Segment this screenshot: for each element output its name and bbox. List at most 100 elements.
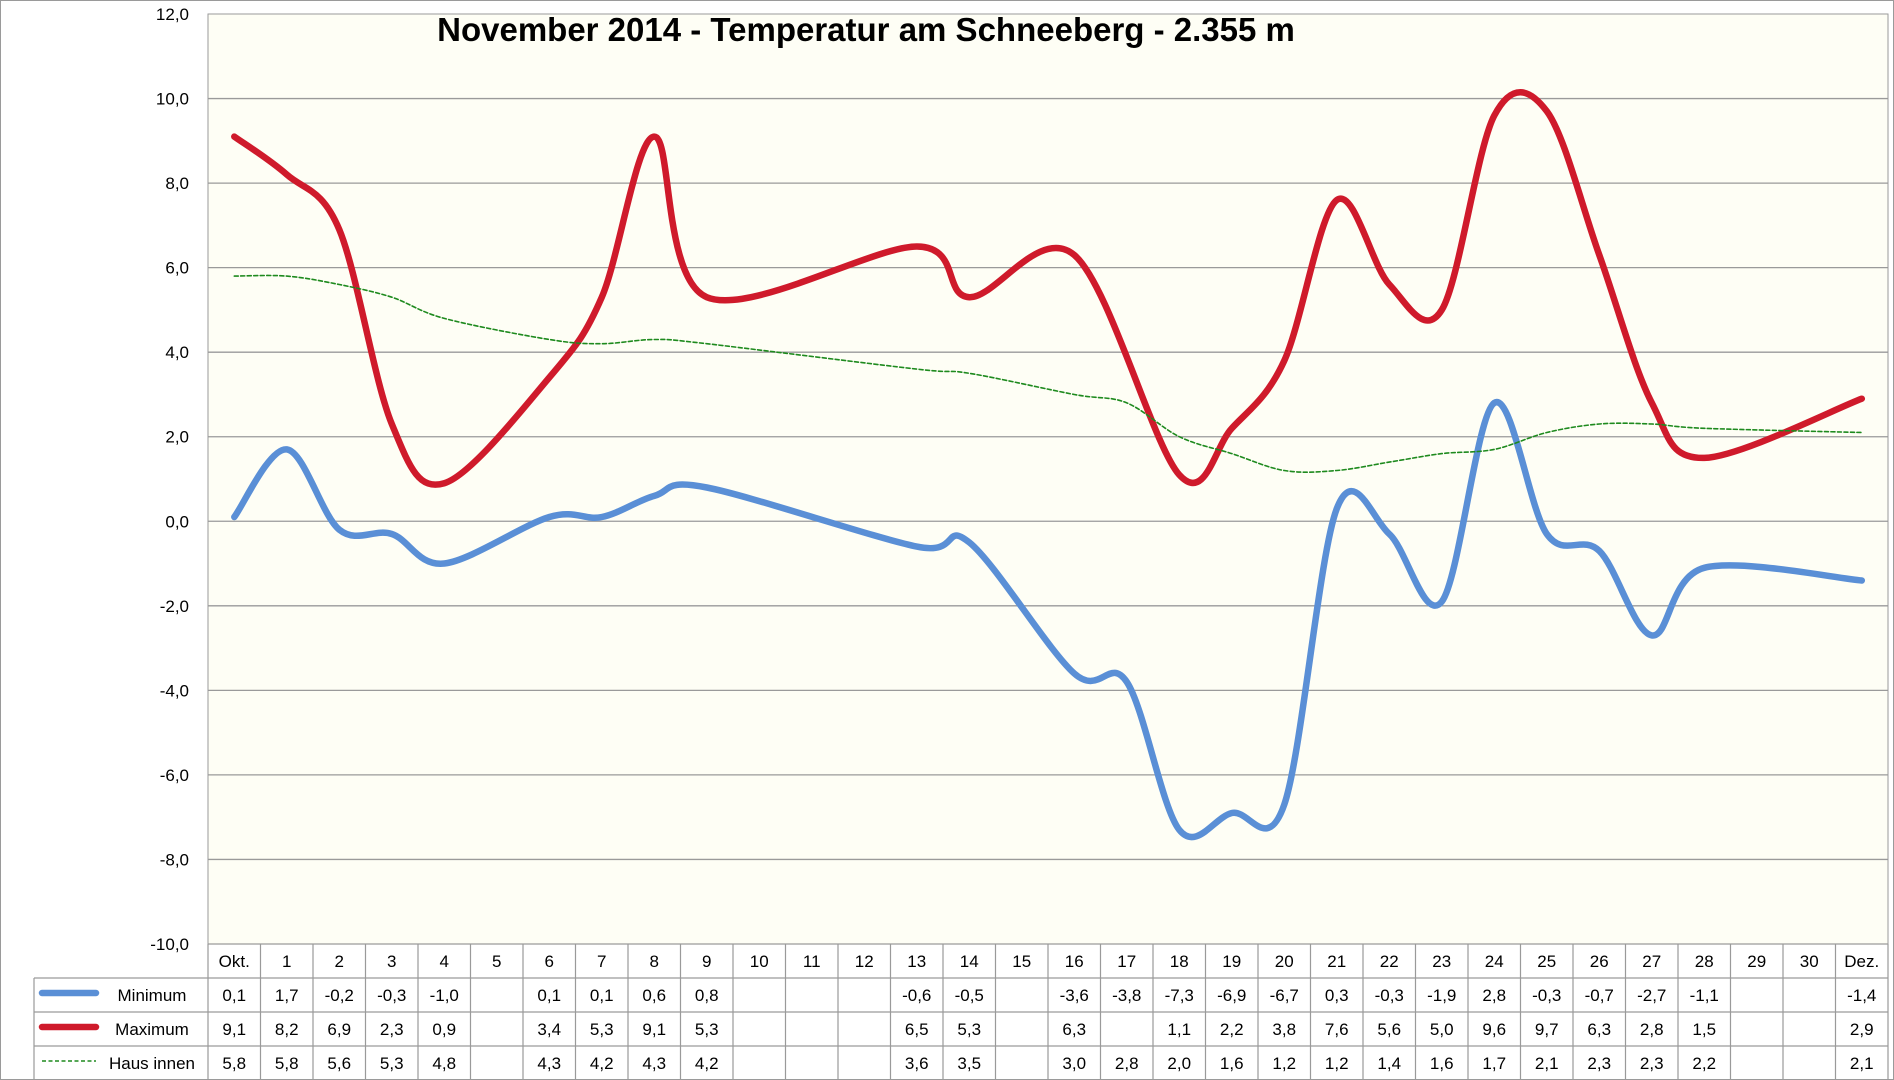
- data-label-maximum: 1,1: [1167, 1020, 1191, 1039]
- data-label-minimum: -3,6: [1060, 986, 1089, 1005]
- plot-area: [207, 13, 1889, 945]
- data-label-maximum: 3,8: [1272, 1020, 1296, 1039]
- data-label-haus-innen: 5,6: [327, 1054, 351, 1073]
- data-label-haus-innen: 1,4: [1377, 1054, 1401, 1073]
- x-tick-label: Okt.: [219, 952, 250, 971]
- data-label-minimum: -1,4: [1847, 986, 1876, 1005]
- data-label-haus-innen: 2,3: [1587, 1054, 1611, 1073]
- x-tick-label: 5: [492, 952, 501, 971]
- x-tick-label: 19: [1222, 952, 1241, 971]
- y-tick-label: 0,0: [165, 512, 189, 531]
- data-label-maximum: 9,7: [1535, 1020, 1559, 1039]
- data-label-minimum: 2,8: [1482, 986, 1506, 1005]
- data-label-minimum: -0,5: [955, 986, 984, 1005]
- data-label-minimum: -0,3: [377, 986, 406, 1005]
- x-tick-label: 30: [1800, 952, 1819, 971]
- x-tick-label: 6: [545, 952, 554, 971]
- data-label-haus-innen: 1,6: [1220, 1054, 1244, 1073]
- legend-label-haus-innen: Haus innen: [109, 1054, 195, 1073]
- y-tick-label: 12,0: [156, 5, 189, 24]
- data-label-minimum: -1,0: [430, 986, 459, 1005]
- gridlines: [208, 97, 1888, 861]
- x-tick-label: 22: [1380, 952, 1399, 971]
- data-label-haus-innen: 2,0: [1167, 1054, 1191, 1073]
- x-tick-label: 7: [597, 952, 606, 971]
- data-label-haus-innen: 4,2: [590, 1054, 614, 1073]
- x-tick-label: 9: [702, 952, 711, 971]
- data-label-haus-innen: 2,8: [1115, 1054, 1139, 1073]
- data-label-minimum: 0,3: [1325, 986, 1349, 1005]
- data-label-maximum: 1,5: [1692, 1020, 1716, 1039]
- data-label-haus-innen: 5,8: [275, 1054, 299, 1073]
- data-label-maximum: 0,9: [432, 1020, 456, 1039]
- data-label-haus-innen: 3,6: [905, 1054, 929, 1073]
- x-tick-label: 8: [650, 952, 659, 971]
- data-label-haus-innen: 2,1: [1535, 1054, 1559, 1073]
- data-label-haus-innen: 1,2: [1272, 1054, 1296, 1073]
- legend-label-minimum: Minimum: [118, 986, 187, 1005]
- data-label-maximum: 6,3: [1587, 1020, 1611, 1039]
- data-label-maximum: 3,4: [537, 1020, 561, 1039]
- data-label-maximum: 5,0: [1430, 1020, 1454, 1039]
- x-tick-label: 29: [1747, 952, 1766, 971]
- x-tick-label: 27: [1642, 952, 1661, 971]
- data-label-minimum: -7,3: [1165, 986, 1194, 1005]
- data-label-haus-innen: 4,2: [695, 1054, 719, 1073]
- data-label-maximum: 5,3: [695, 1020, 719, 1039]
- data-label-minimum: 0,6: [642, 986, 666, 1005]
- data-label-maximum: 6,3: [1062, 1020, 1086, 1039]
- data-label-minimum: -0,3: [1375, 986, 1404, 1005]
- x-tick-label: 10: [750, 952, 769, 971]
- x-tick-label: 2: [335, 952, 344, 971]
- x-tick-label: 20: [1275, 952, 1294, 971]
- x-tick-label: 18: [1170, 952, 1189, 971]
- x-tick-label: 4: [440, 952, 449, 971]
- x-tick-label: 3: [387, 952, 396, 971]
- series-lines: [231, 88, 1866, 841]
- data-label-minimum: -0,2: [325, 986, 354, 1005]
- x-tick-label: 15: [1012, 952, 1031, 971]
- data-label-minimum: -0,7: [1585, 986, 1614, 1005]
- x-tick-label: 23: [1432, 952, 1451, 971]
- data-label-haus-innen: 2,1: [1850, 1054, 1874, 1073]
- data-label-minimum: -2,7: [1637, 986, 1666, 1005]
- series-line-maximum: [231, 88, 1866, 488]
- data-label-maximum: 5,3: [957, 1020, 981, 1039]
- data-label-maximum: 7,6: [1325, 1020, 1349, 1039]
- x-tick-label: 16: [1065, 952, 1084, 971]
- data-label-minimum: -0,6: [902, 986, 931, 1005]
- data-label-maximum: 2,2: [1220, 1020, 1244, 1039]
- data-label-maximum: 6,9: [327, 1020, 351, 1039]
- x-tick-label: 12: [855, 952, 874, 971]
- data-table: Okt. 1 2 3 4 5 6 7 8 9 10 11 12 13 14 15 16 17 18 19 20 21 22 2…: [33, 943, 1889, 1080]
- chart-title: November 2014 - Temperatur am Schneeberg…: [437, 11, 1295, 48]
- data-label-haus-innen: 2,3: [1640, 1054, 1664, 1073]
- data-label-maximum: 5,6: [1377, 1020, 1401, 1039]
- y-tick-label: -6,0: [160, 766, 189, 785]
- data-label-maximum: 6,5: [905, 1020, 929, 1039]
- data-label-minimum: 0,1: [590, 986, 614, 1005]
- data-label-haus-innen: 3,5: [957, 1054, 981, 1073]
- x-tick-label: 13: [907, 952, 926, 971]
- x-tick-label: 26: [1590, 952, 1609, 971]
- data-label-minimum: 0,1: [537, 986, 561, 1005]
- data-label-haus-innen: 1,2: [1325, 1054, 1349, 1073]
- x-tick-label: 28: [1695, 952, 1714, 971]
- y-tick-label: -2,0: [160, 597, 189, 616]
- data-label-haus-innen: 3,0: [1062, 1054, 1086, 1073]
- legend-label-maximum: Maximum: [115, 1020, 189, 1039]
- data-label-minimum: -1,1: [1690, 986, 1719, 1005]
- x-tick-label: 21: [1327, 952, 1346, 971]
- x-tick-label: 1: [282, 952, 291, 971]
- series-line-minimum: [231, 399, 1866, 841]
- y-tick-label: -4,0: [160, 681, 189, 700]
- data-label-minimum: 0,1: [222, 986, 246, 1005]
- data-label-haus-innen: 4,3: [537, 1054, 561, 1073]
- y-tick-label: -8,0: [160, 850, 189, 869]
- data-label-minimum: -6,9: [1217, 986, 1246, 1005]
- series-line-haus-innen: [233, 274, 1863, 473]
- data-label-maximum: 2,3: [380, 1020, 404, 1039]
- y-tick-label: 6,0: [165, 259, 189, 278]
- y-tick-label: 4,0: [165, 343, 189, 362]
